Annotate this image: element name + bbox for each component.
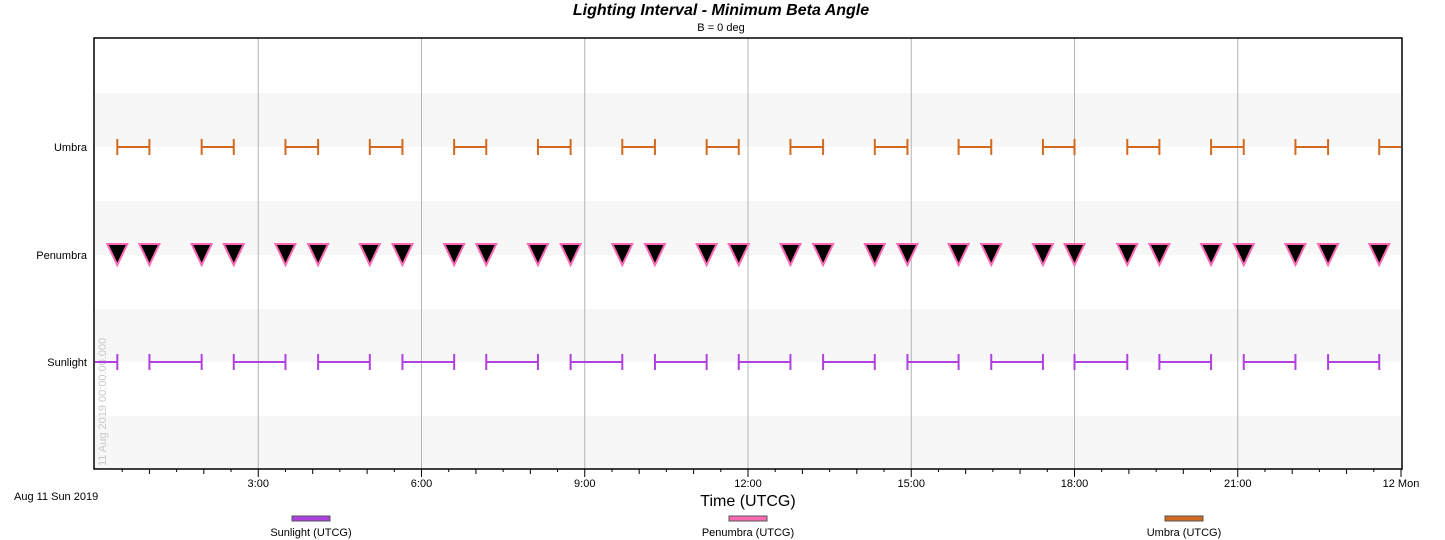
sunlight-interval	[1158, 354, 1213, 370]
row-label-penumbra: Penumbra	[36, 250, 88, 262]
sunlight-interval	[906, 354, 960, 370]
penumbra-event-marker	[863, 243, 887, 268]
x-start-label: Aug 11 Sun 2019	[14, 491, 98, 503]
umbra-interval	[368, 139, 404, 155]
umbra-interval	[1378, 139, 1401, 155]
sunlight-legend-swatch	[291, 515, 331, 522]
x-tick-label: 3:00	[248, 478, 269, 490]
chart-subtitle: B = 0 deg	[697, 22, 744, 34]
sunlight-interval	[737, 354, 792, 370]
sunlight-interval	[1073, 354, 1129, 370]
sunlight-interval	[822, 354, 876, 370]
umbra-interval	[621, 139, 656, 155]
interval-marks	[95, 139, 1401, 370]
penumbra-event-marker	[1232, 243, 1256, 268]
penumbra-event-marker	[695, 243, 719, 268]
penumbra-event-marker	[1147, 243, 1171, 268]
row-labels: Umbra Penumbra Sunlight	[36, 142, 88, 369]
penumbra-event-marker	[273, 243, 298, 268]
umbra-interval	[705, 139, 740, 155]
umbra-interval	[284, 139, 320, 155]
penumbra-event-marker	[1316, 243, 1340, 268]
legend: Umbra (UTCG) Penumbra (UTCG) Sunlight (UTC…	[270, 515, 1222, 539]
penumbra-event-marker	[1199, 243, 1223, 268]
penumbra-event-marker	[727, 243, 751, 268]
umbra-legend-swatch	[1164, 515, 1204, 522]
umbra-interval	[453, 139, 488, 155]
sunlight-interval	[1327, 354, 1381, 370]
umbra-interval	[1041, 139, 1076, 155]
penumbra-event-marker	[1115, 243, 1139, 268]
sunlight-legend-label: Sunlight (UTCG)	[270, 527, 351, 539]
row-label-sunlight: Sunlight	[47, 357, 87, 369]
x-tick-label: 12 Mon	[1383, 478, 1420, 490]
sunlight-interval	[232, 354, 287, 370]
penumbra-legend-label: Penumbra (UTCG)	[702, 527, 794, 539]
x-tick-label: 15:00	[897, 478, 925, 490]
penumbra-event-marker	[947, 243, 971, 268]
penumbra-event-marker	[358, 243, 382, 268]
penumbra-event-marker	[559, 243, 583, 268]
penumbra-event-marker	[1367, 243, 1391, 268]
umbra-interval	[789, 139, 825, 155]
umbra-legend-label: Umbra (UTCG)	[1147, 527, 1222, 539]
penumbra-event-marker	[442, 243, 466, 268]
penumbra-event-marker	[979, 243, 1003, 268]
x-tick-label: 9:00	[574, 478, 595, 490]
epoch-label: 11 Aug 2019 00:00:00.000	[97, 338, 109, 466]
sunlight-interval	[1242, 354, 1297, 370]
umbra-interval	[1126, 139, 1161, 155]
penumbra-event-marker	[1283, 243, 1308, 268]
x-tick-label: 18:00	[1061, 478, 1089, 490]
sunlight-interval	[95, 354, 119, 370]
penumbra-event-marker	[895, 243, 920, 268]
row-label-umbra: Umbra	[54, 142, 88, 154]
sunlight-interval	[485, 354, 539, 370]
penumbra-event-marker	[306, 243, 330, 268]
chart-title: Lighting Interval - Minimum Beta Angle	[573, 2, 869, 19]
sunlight-interval	[569, 354, 624, 370]
penumbra-event-marker	[390, 243, 415, 268]
umbra-interval	[873, 139, 909, 155]
penumbra-event-marker	[610, 243, 634, 268]
penumbra-event-marker	[778, 243, 803, 268]
x-tick-label: 6:00	[411, 478, 432, 490]
x-axis-tick-labels: 3:00 6:00 9:00 12:00 15:00 18:00 21:00 12 Mon	[248, 478, 1420, 490]
penumbra-event-marker	[190, 243, 214, 268]
x-tick-label: 12:00	[734, 478, 762, 490]
sunlight-interval	[990, 354, 1044, 370]
penumbra-event-marker	[137, 243, 162, 268]
umbra-interval	[116, 139, 151, 155]
umbra-interval	[200, 139, 235, 155]
sunlight-interval	[653, 354, 708, 370]
umbra-interval	[957, 139, 993, 155]
sunlight-interval	[401, 354, 456, 370]
x-axis-label: Time (UTCG)	[700, 493, 795, 510]
penumbra-event-marker	[1031, 243, 1055, 268]
penumbra-event-marker	[526, 243, 550, 268]
sunlight-interval	[317, 354, 371, 370]
umbra-interval	[1210, 139, 1245, 155]
sunlight-interval	[148, 354, 203, 370]
penumbra-legend-swatch	[728, 515, 768, 522]
penumbra-event-marker	[474, 243, 498, 268]
umbra-interval	[1294, 139, 1330, 155]
penumbra-event-marker	[811, 243, 835, 268]
penumbra-event-marker	[105, 243, 129, 268]
penumbra-event-marker	[222, 243, 246, 268]
x-tick-label: 21:00	[1224, 478, 1252, 490]
penumbra-event-marker	[1062, 243, 1087, 268]
umbra-interval	[536, 139, 572, 155]
penumbra-event-marker	[643, 243, 667, 268]
x-axis-ticks	[121, 469, 1402, 477]
